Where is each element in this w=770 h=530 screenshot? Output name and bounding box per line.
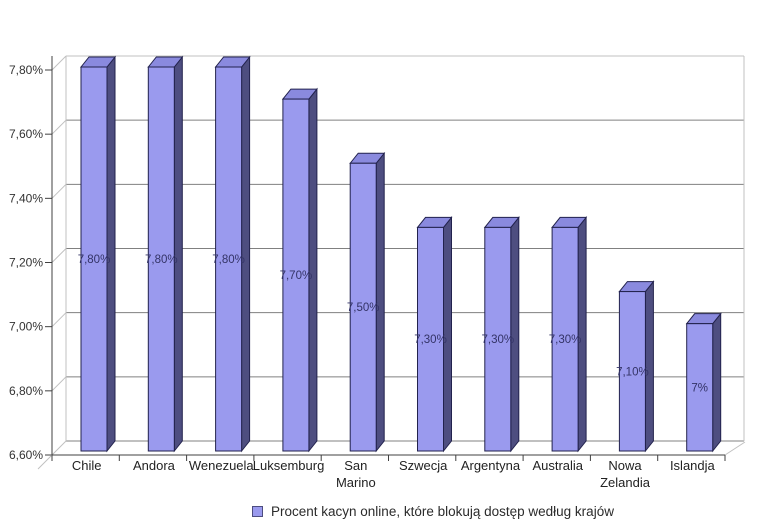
y-tick-label: 6,80% xyxy=(9,384,43,398)
x-category-label: Chile xyxy=(72,458,102,473)
bar-wenezuela: 7,80% xyxy=(212,55,251,453)
bar-data-label: 7,80% xyxy=(212,254,245,266)
legend-label: Procent kacyn online, które blokują dost… xyxy=(271,504,614,519)
bar-front-face xyxy=(484,226,512,452)
bar-data-label: 7,70% xyxy=(280,270,313,282)
bar-luksemburg: 7,70% xyxy=(280,87,318,453)
bar-data-label: 7% xyxy=(691,382,708,394)
depth-tick-line xyxy=(51,119,67,135)
x-category-label: Luksemburg xyxy=(253,458,325,473)
bar-chile: 7,80% xyxy=(78,55,117,453)
bar-front-face xyxy=(551,226,579,452)
bar-australia: 7,30% xyxy=(549,215,588,453)
plot-area: 7,80% 7,60% 7,40% 7,20% 7,00% 6,80% 6,60% 7,80%… xyxy=(9,55,746,490)
y-tick-label: 7,80% xyxy=(9,63,43,77)
x-category-label: Argentyna xyxy=(461,458,521,473)
y-tick-label: 6,60% xyxy=(9,448,43,462)
bar-szwecja: 7,30% xyxy=(414,215,453,453)
x-category-label: Wenezuela xyxy=(189,458,255,473)
y-tick-label: 7,60% xyxy=(9,127,43,141)
depth-tick-line xyxy=(51,183,67,199)
bar-data-label: 7,80% xyxy=(145,254,178,266)
y-tick-label: 7,20% xyxy=(9,256,43,270)
bar-san-marino: 7,50% xyxy=(347,151,386,453)
bar-data-label: 7,10% xyxy=(616,366,649,378)
x-category-label: Marino xyxy=(336,475,376,490)
bar-front-face xyxy=(618,291,646,452)
bar-front-face xyxy=(417,226,444,452)
legend-marker-icon xyxy=(252,506,263,517)
depth-tick-line xyxy=(51,312,67,328)
floor-right-edge xyxy=(724,441,746,456)
legend: Procent kacyn online, które blokują dost… xyxy=(252,504,614,519)
bar-front-face xyxy=(686,323,714,452)
x-category-label: San xyxy=(344,458,367,473)
bar-argentyna: 7,30% xyxy=(481,215,520,453)
bar-islandja: 7% xyxy=(685,312,722,453)
x-category-label: Andora xyxy=(133,458,176,473)
bar-front-face xyxy=(215,66,243,452)
bar-data-label: 7,30% xyxy=(414,334,447,346)
y-tick-label: 7,00% xyxy=(9,320,43,334)
bar-andora: 7,80% xyxy=(145,55,184,453)
x-category-label: Zelandia xyxy=(600,475,651,490)
bar-data-label: 7,30% xyxy=(549,334,582,346)
depth-tick-line xyxy=(51,55,67,71)
bar-front-face xyxy=(349,162,377,452)
bar-front-face xyxy=(282,98,310,452)
bar-nowa-zelandia: 7,10% xyxy=(616,280,655,453)
x-category-label: Australia xyxy=(532,458,583,473)
bar-front-face xyxy=(80,66,108,452)
depth-tick-line xyxy=(51,440,67,456)
x-category-label: Nowa xyxy=(608,458,642,473)
bar-front-face xyxy=(147,66,175,452)
bar-data-label: 7,50% xyxy=(347,302,380,314)
depth-tick-line xyxy=(51,248,67,263)
x-category-label: Szwecja xyxy=(399,458,448,473)
bar-data-label: 7,30% xyxy=(481,334,514,346)
depth-tick-line xyxy=(51,376,67,392)
bar-side-face xyxy=(712,312,722,453)
floor-left-edge xyxy=(37,454,53,470)
y-tick-label: 7,40% xyxy=(9,191,43,205)
x-category-label: Islandja xyxy=(670,458,716,473)
bar-data-label: 7,80% xyxy=(78,254,111,266)
